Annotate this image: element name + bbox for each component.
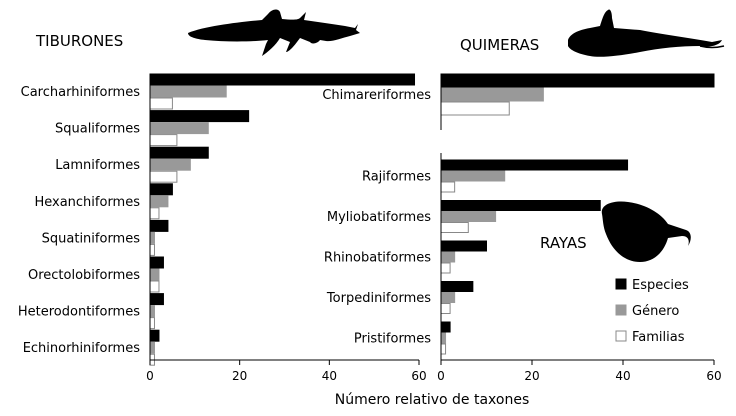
x-tick-label: 0 <box>437 369 445 383</box>
panel-title-quimeras: QUIMERAS <box>460 36 539 54</box>
category-label: Lamniformes <box>55 158 140 173</box>
x-tick-label: 40 <box>322 369 337 383</box>
bar-pristiformes-especies <box>440 321 451 333</box>
bar-rhinobatiformes-especies <box>440 240 487 252</box>
x-axis-label: Número relativo de taxones <box>335 392 530 408</box>
bar-chimareriformes-gnero <box>440 87 544 102</box>
bar-chimareriformes-familias <box>440 101 510 116</box>
x-tick-label: 0 <box>146 369 154 383</box>
bar-rhinobatiformes-gnero <box>440 251 456 263</box>
category-label: Pristiformes <box>354 332 431 347</box>
category-label: Orectolobiformes <box>28 268 140 283</box>
bar-hexanchiformes-familias <box>149 207 160 220</box>
bar-torpediniformes-familias <box>440 303 451 314</box>
x-tick-label: 40 <box>615 369 630 383</box>
panel-quimeras: Chimareriformes <box>322 73 715 130</box>
bar-torpediniformes-especies <box>440 281 474 292</box>
panel-title-tiburones: TIBURONES <box>35 32 123 50</box>
category-label: Heterodontiformes <box>18 305 140 320</box>
bar-carcharhiniformes-familias <box>149 97 173 110</box>
bar-myliobatiformes-especies <box>440 200 601 211</box>
bar-rajiformes-familias <box>440 181 456 193</box>
bar-orectolobiformes-gnero <box>149 268 160 281</box>
bar-lamniformes-especies <box>149 146 209 159</box>
category-label: Hexanchiformes <box>34 195 140 210</box>
bar-myliobatiformes-gnero <box>440 211 497 222</box>
bar-echinorhiniformes-especies <box>149 329 160 342</box>
bar-squatiniformes-gnero <box>149 231 155 244</box>
bar-torpediniformes-gnero <box>440 292 456 303</box>
bar-squaliformes-gnero <box>149 122 209 135</box>
category-label: Squatiniformes <box>42 231 141 246</box>
category-label: Myliobatiformes <box>327 210 431 225</box>
x-tick-label: 60 <box>411 369 426 383</box>
bar-squaliformes-especies <box>149 110 250 123</box>
bar-echinorhiniformes-gnero <box>149 341 155 354</box>
category-label: Echinorhiniformes <box>23 341 141 356</box>
chimera-silhouette <box>568 9 725 57</box>
legend-swatch-especies <box>615 278 627 290</box>
category-label: Torpediniformes <box>326 291 431 306</box>
bar-squatiniformes-familias <box>149 243 155 256</box>
x-tick-label: 60 <box>706 369 721 383</box>
shark-silhouette <box>188 9 360 56</box>
bar-hexanchiformes-especies <box>149 183 173 196</box>
bar-carcharhiniformes-especies <box>149 73 416 86</box>
category-label: Squaliformes <box>55 122 140 137</box>
bar-chimareriformes-especies <box>440 73 715 88</box>
legend-label-genero: Género <box>632 304 679 319</box>
bar-pristiformes-gnero <box>440 332 447 344</box>
bar-squaliformes-familias <box>149 134 178 147</box>
x-tick-label: 20 <box>524 369 539 383</box>
panel-rayas: Rajiformes Myliobatiformes Rhinobatiformes… <box>324 153 722 383</box>
legend-label-familias: Familias <box>632 330 685 345</box>
bar-heterodontiformes-familias <box>149 317 155 330</box>
bar-rhinobatiformes-familias <box>440 262 451 274</box>
bar-rajiformes-gnero <box>440 170 506 182</box>
panel-title-rayas: RAYAS <box>540 234 587 252</box>
bar-heterodontiformes-especies <box>149 293 164 306</box>
bar-carcharhiniformes-gnero <box>149 85 227 98</box>
bar-lamniformes-familias <box>149 170 178 183</box>
bar-squatiniformes-especies <box>149 219 169 232</box>
bar-lamniformes-gnero <box>149 158 191 171</box>
bar-heterodontiformes-gnero <box>149 305 155 318</box>
category-label: Rajiformes <box>362 170 431 185</box>
bar-rajiformes-especies <box>440 159 629 171</box>
legend: Especies Género Familias <box>615 278 689 345</box>
legend-swatch-familias <box>615 330 627 342</box>
category-label: Rhinobatiformes <box>324 251 431 266</box>
bar-pristiformes-familias <box>440 343 447 355</box>
bar-myliobatiformes-familias <box>440 222 469 233</box>
legend-swatch-genero <box>615 304 627 316</box>
panel-tiburones: Carcharhiniformes Squaliformes Lamniformes… <box>18 73 427 383</box>
x-tick-label: 20 <box>232 369 247 383</box>
bar-hexanchiformes-gnero <box>149 195 169 208</box>
category-label: Carcharhiniformes <box>21 85 141 100</box>
bar-orectolobiformes-familias <box>149 280 160 293</box>
ray-silhouette <box>601 201 691 262</box>
bar-orectolobiformes-especies <box>149 256 164 269</box>
category-label: Chimareriformes <box>322 88 431 103</box>
legend-label-especies: Especies <box>632 278 689 293</box>
